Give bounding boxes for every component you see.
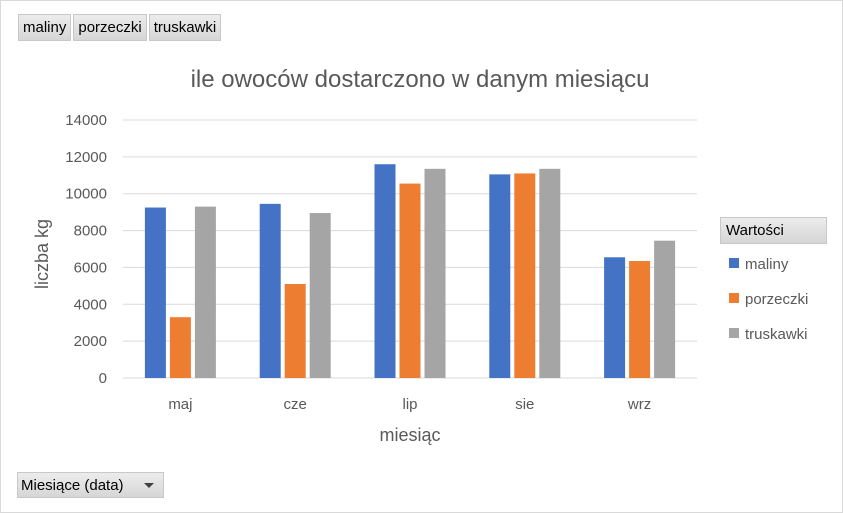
- bar-truskawki-cze: [309, 213, 331, 378]
- bar-truskawki-sie: [539, 168, 561, 378]
- y-tick-label: 2000: [74, 333, 107, 350]
- field-button-maliny[interactable]: maliny: [18, 14, 72, 41]
- y-tick-label: 12000: [65, 149, 107, 166]
- legend-swatch-maliny: [729, 258, 739, 268]
- bar-maliny-sie: [489, 174, 511, 378]
- bar-maliny-lip: [374, 164, 396, 378]
- y-tick-label: 6000: [74, 259, 107, 276]
- legend-entry-maliny: maliny: [745, 256, 789, 273]
- x-tick-label: sie: [515, 396, 534, 413]
- axis-field-dropdown[interactable]: Miesiące (data): [17, 472, 164, 498]
- bar-porzeczki-sie: [514, 173, 536, 378]
- bar-truskawki-maj: [194, 206, 216, 378]
- bar-maliny-cze: [259, 203, 281, 378]
- y-tick-label: 4000: [74, 296, 107, 313]
- value-field-buttons: maliny porzeczki truskawki: [18, 14, 223, 41]
- chevron-down-icon[interactable]: [144, 483, 154, 488]
- y-tick-label: 0: [99, 370, 107, 387]
- chart-title: ile owoców dostarczono w danym miesiącu: [191, 66, 650, 93]
- legend-swatch-porzeczki: [729, 293, 739, 303]
- field-button-porzeczki[interactable]: porzeczki: [73, 14, 147, 41]
- axis-field-label: Miesiące (data): [21, 476, 124, 494]
- legend-entry-truskawki: truskawki: [745, 326, 808, 343]
- legend: maliny porzeczki truskawki: [729, 256, 808, 343]
- x-tick-label: cze: [284, 396, 307, 413]
- x-tick-label: wrz: [627, 396, 651, 413]
- x-tick-label: maj: [168, 396, 192, 413]
- bar-porzeczki-wrz: [629, 260, 651, 378]
- legend-header[interactable]: Wartości: [720, 217, 827, 244]
- x-tick-labels: maj cze lip sie wrz: [168, 396, 651, 413]
- bars: [144, 164, 676, 378]
- bar-maliny-wrz: [604, 257, 626, 378]
- x-tick-label: lip: [402, 396, 417, 413]
- bar-porzeczki-cze: [284, 284, 306, 378]
- bar-maliny-maj: [144, 207, 166, 378]
- bar-truskawki-wrz: [654, 240, 676, 378]
- bar-porzeczki-maj: [169, 317, 191, 378]
- y-tick-label: 14000: [65, 112, 107, 129]
- x-axis-label: miesiąc: [379, 425, 440, 445]
- field-button-truskawki[interactable]: truskawki: [148, 14, 222, 41]
- y-tick-label: 8000: [74, 223, 107, 240]
- y-tick-labels: 0 2000 4000 6000 8000 10000 12000 14000: [65, 112, 107, 387]
- bar-truskawki-lip: [424, 168, 446, 378]
- y-axis-label: liczba kg: [32, 219, 52, 289]
- legend-swatch-truskawki: [729, 328, 739, 338]
- bar-porzeczki-lip: [399, 183, 421, 378]
- legend-entry-porzeczki: porzeczki: [745, 291, 808, 308]
- y-tick-label: 10000: [65, 186, 107, 203]
